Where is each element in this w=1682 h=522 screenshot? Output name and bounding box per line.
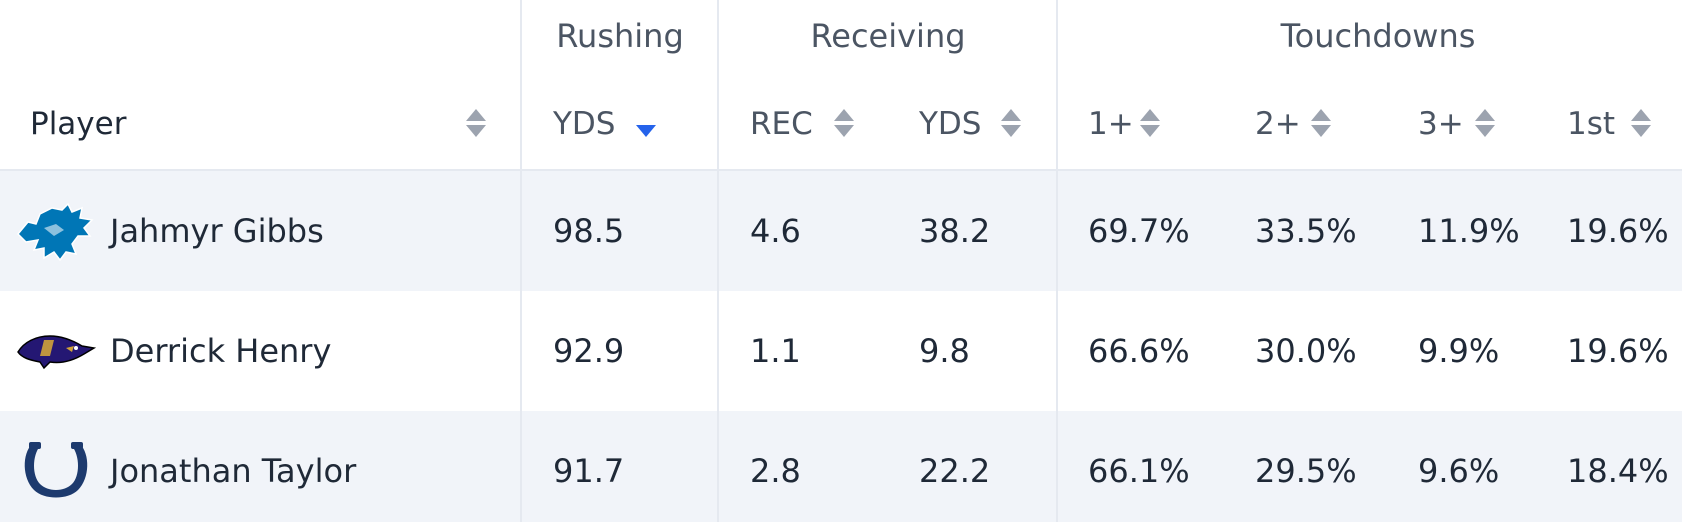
column-divider bbox=[717, 0, 719, 522]
td-1plus-cell: 66.6% bbox=[1088, 332, 1190, 370]
player-name[interactable]: Derrick Henry bbox=[110, 332, 332, 370]
sort-icon[interactable] bbox=[1000, 107, 1022, 139]
td-first-cell: 19.6% bbox=[1567, 212, 1669, 250]
rec-cell: 2.8 bbox=[750, 452, 801, 490]
colts-horseshoe-icon bbox=[24, 442, 88, 498]
column-rec-yds[interactable]: YDS bbox=[919, 106, 982, 142]
rush-yds-cell: 98.5 bbox=[553, 212, 625, 250]
rush-yds-cell: 91.7 bbox=[553, 452, 625, 490]
rec-cell: 1.1 bbox=[750, 332, 801, 370]
td-3plus-cell: 9.6% bbox=[1418, 452, 1500, 490]
td-3plus-cell: 9.9% bbox=[1418, 332, 1500, 370]
column-player[interactable]: Player bbox=[30, 106, 127, 142]
group-rushing: Rushing bbox=[556, 17, 684, 55]
column-td-first[interactable]: 1st bbox=[1567, 106, 1616, 142]
column-td-2plus[interactable]: 2+ bbox=[1255, 106, 1301, 142]
td-first-cell: 19.6% bbox=[1567, 332, 1669, 370]
rec-cell: 4.6 bbox=[750, 212, 801, 250]
rec-yds-cell: 9.8 bbox=[919, 332, 970, 370]
column-td-3plus[interactable]: 3+ bbox=[1418, 106, 1464, 142]
column-group-row: Rushing Receiving Touchdowns bbox=[0, 0, 1682, 81]
column-header-row: Player YDS REC YDS 1+ 2+ 3+ bbox=[0, 79, 1682, 171]
sort-icon[interactable] bbox=[1474, 107, 1496, 139]
column-divider bbox=[1056, 0, 1058, 522]
td-3plus-cell: 11.9% bbox=[1418, 212, 1520, 250]
table-row[interactable]: Jahmyr Gibbs 98.5 4.6 38.2 69.7% 33.5% 1… bbox=[0, 171, 1682, 291]
rec-yds-cell: 38.2 bbox=[919, 212, 991, 250]
ravens-logo-icon bbox=[17, 335, 97, 370]
column-td-1plus[interactable]: 1+ bbox=[1088, 106, 1134, 142]
sort-icon[interactable] bbox=[1310, 107, 1332, 139]
sort-icon[interactable] bbox=[1139, 107, 1161, 139]
td-1plus-cell: 69.7% bbox=[1088, 212, 1190, 250]
group-touchdowns: Touchdowns bbox=[1280, 17, 1476, 55]
td-1plus-cell: 66.1% bbox=[1088, 452, 1190, 490]
td-first-cell: 18.4% bbox=[1567, 452, 1669, 490]
sort-descending-icon[interactable] bbox=[635, 124, 657, 138]
player-name[interactable]: Jonathan Taylor bbox=[110, 452, 357, 490]
column-rec[interactable]: REC bbox=[750, 106, 813, 142]
rush-yds-cell: 92.9 bbox=[553, 332, 625, 370]
td-2plus-cell: 30.0% bbox=[1255, 332, 1357, 370]
td-2plus-cell: 29.5% bbox=[1255, 452, 1357, 490]
td-2plus-cell: 33.5% bbox=[1255, 212, 1357, 250]
rec-yds-cell: 22.2 bbox=[919, 452, 991, 490]
group-receiving: Receiving bbox=[810, 17, 966, 55]
column-rush-yds[interactable]: YDS bbox=[553, 106, 616, 142]
table-row[interactable]: Jonathan Taylor 91.7 2.8 22.2 66.1% 29.5… bbox=[0, 411, 1682, 522]
sort-icon[interactable] bbox=[465, 107, 487, 139]
table-row[interactable]: Derrick Henry 92.9 1.1 9.8 66.6% 30.0% 9… bbox=[0, 291, 1682, 411]
column-divider bbox=[520, 0, 522, 522]
lions-logo-icon bbox=[16, 202, 94, 262]
sort-icon[interactable] bbox=[1630, 107, 1652, 139]
player-name[interactable]: Jahmyr Gibbs bbox=[110, 212, 324, 250]
sort-icon[interactable] bbox=[833, 107, 855, 139]
